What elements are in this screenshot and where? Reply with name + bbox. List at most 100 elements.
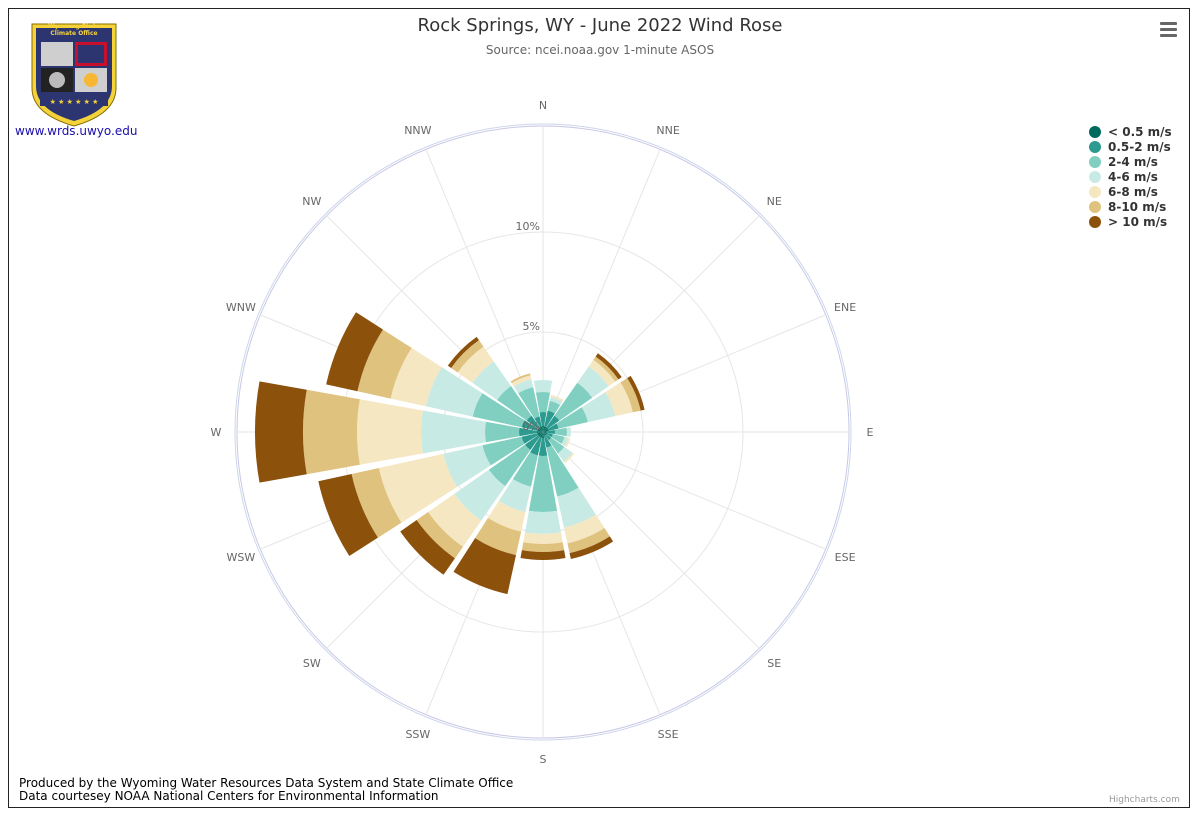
highcharts-credit[interactable]: Highcharts.com xyxy=(1109,795,1180,805)
legend-label: 6-8 m/s xyxy=(1108,184,1158,199)
bar-NE-series-5 xyxy=(593,356,619,382)
bar-SSE-series-2 xyxy=(546,445,579,497)
bar-ESE-series-2 xyxy=(551,434,565,444)
bar-SW-series-0 xyxy=(538,432,543,437)
bar-NNW-series-2 xyxy=(518,387,540,419)
logo-text-2: Climate Office xyxy=(50,30,97,37)
bar-WSW-series-3 xyxy=(443,445,491,487)
bar-SE-series-2 xyxy=(548,437,565,454)
direction-label-NE: NE xyxy=(767,195,782,208)
bar-NW-series-2 xyxy=(497,386,532,421)
direction-label-NNE: NNE xyxy=(656,124,679,137)
bar-ESE-series-4 xyxy=(564,437,571,448)
bar-ENE-series-0 xyxy=(543,428,549,432)
legend-item[interactable]: 2-4 m/s xyxy=(1089,154,1172,169)
bar-NNE-series-3 xyxy=(549,396,563,406)
bar-ENE-series-6 xyxy=(627,375,645,411)
legend-marker xyxy=(1089,125,1101,138)
bar-W-series-6 xyxy=(255,381,307,483)
bar-ENE-series-4 xyxy=(605,382,633,417)
direction-label-E: E xyxy=(867,426,874,439)
legend-item[interactable]: > 10 m/s xyxy=(1089,214,1172,229)
bar-SSW-series-2 xyxy=(512,452,538,487)
bar-NNE-series-1 xyxy=(544,410,555,427)
bar-SSW-series-6 xyxy=(453,538,516,595)
legend-marker xyxy=(1089,185,1101,198)
outer-ring xyxy=(234,123,852,741)
legend-item[interactable]: 0.5-2 m/s xyxy=(1089,139,1172,154)
bar-W-series-2 xyxy=(485,421,520,443)
bar-SE-series-3 xyxy=(557,446,573,462)
climate-office-logo: Wyoming State Climate Office ★ ★ ★ ★ ★ ★ xyxy=(31,23,117,127)
legend-marker xyxy=(1089,140,1101,153)
direction-label-W: W xyxy=(211,426,222,439)
bar-WNW-series-6 xyxy=(326,312,383,392)
bar-WSW-series-6 xyxy=(318,474,378,557)
bar-SSW-series-3 xyxy=(498,479,531,513)
legend-item[interactable]: 6-8 m/s xyxy=(1089,184,1172,199)
bar-WSW-series-0 xyxy=(537,432,543,436)
direction-label-SSE: SSE xyxy=(658,728,679,741)
site-link[interactable]: www.wrds.uwyo.edu xyxy=(15,124,138,138)
direction-label-NNW: NNW xyxy=(404,124,431,137)
direction-label-SW: SW xyxy=(303,657,321,670)
bar-SSE-series-4 xyxy=(564,514,605,544)
direction-label-N: N xyxy=(539,99,547,112)
bar-SW-series-6 xyxy=(400,520,455,575)
bar-WSW-series-5 xyxy=(351,468,402,538)
bar-N-series-0 xyxy=(541,426,545,432)
bar-NW-series-3 xyxy=(472,361,511,400)
grid-spoke xyxy=(542,149,661,433)
legend: < 0.5 m/s 0.5-2 m/s 2-4 m/s 4-6 m/s 6-8 m/s 8… xyxy=(1089,124,1172,229)
bar-ENE-series-3 xyxy=(581,392,616,423)
bar-NE-series-1 xyxy=(546,415,560,429)
bar-SW-series-5 xyxy=(416,512,463,559)
bar-WSW-series-1 xyxy=(521,433,538,444)
bar-SW-series-1 xyxy=(524,435,540,451)
bar-SE-series-1 xyxy=(545,434,552,441)
bar-W-series-3 xyxy=(421,410,486,454)
legend-marker xyxy=(1089,155,1101,168)
bar-NNW-series-1 xyxy=(534,416,542,427)
bar-SE-series-4 xyxy=(563,452,575,464)
legend-marker xyxy=(1089,200,1101,213)
bar-SW-series-2 xyxy=(488,444,531,487)
bar-S-series-0 xyxy=(541,432,545,439)
legend-item[interactable]: 8-10 m/s xyxy=(1089,199,1172,214)
bar-SSE-series-0 xyxy=(543,432,546,436)
legend-item[interactable]: 4-6 m/s xyxy=(1089,169,1172,184)
grid-spoke xyxy=(542,431,760,649)
bar-NE-series-0 xyxy=(543,427,548,432)
bar-NW-series-5 xyxy=(451,340,484,373)
bar-S-series-1 xyxy=(538,437,548,457)
bar-SSE-series-3 xyxy=(557,487,596,528)
bar-NNW-series-3 xyxy=(513,379,534,394)
direction-label-WNW: WNW xyxy=(226,301,256,314)
bar-ESE-series-0 xyxy=(543,432,547,435)
bar-E-series-1 xyxy=(546,429,555,435)
bar-SSW-series-0 xyxy=(539,432,543,438)
bar-W-series-4 xyxy=(357,399,423,465)
radial-tick-label: 0% xyxy=(523,420,540,433)
bar-SSE-series-5 xyxy=(567,528,610,554)
bar-S-series-5 xyxy=(521,542,565,552)
chart-title: Rock Springs, WY - June 2022 Wind Rose xyxy=(417,15,783,36)
bar-SSW-series-1 xyxy=(530,437,542,456)
bar-NE-series-4 xyxy=(588,359,616,387)
bar-W-series-5 xyxy=(303,389,360,475)
bar-WNW-series-5 xyxy=(357,329,412,399)
legend-label: > 10 m/s xyxy=(1108,214,1168,229)
bar-SSE-series-1 xyxy=(543,435,552,448)
bar-ENE-series-5 xyxy=(620,378,641,413)
credit-line-1: Produced by the Wyoming Water Resources … xyxy=(19,776,514,790)
bar-SSW-series-4 xyxy=(488,501,526,532)
bar-N-series-1 xyxy=(539,412,547,427)
legend-item[interactable]: < 0.5 m/s xyxy=(1089,124,1172,139)
bar-NW-series-4 xyxy=(457,346,494,383)
bar-E-series-3 xyxy=(566,427,572,437)
bar-E-series-2 xyxy=(554,427,567,437)
hamburger-menu-icon[interactable] xyxy=(1158,22,1180,40)
legend-label: < 0.5 m/s xyxy=(1108,124,1172,139)
radial-tick-label: 5% xyxy=(523,320,540,333)
